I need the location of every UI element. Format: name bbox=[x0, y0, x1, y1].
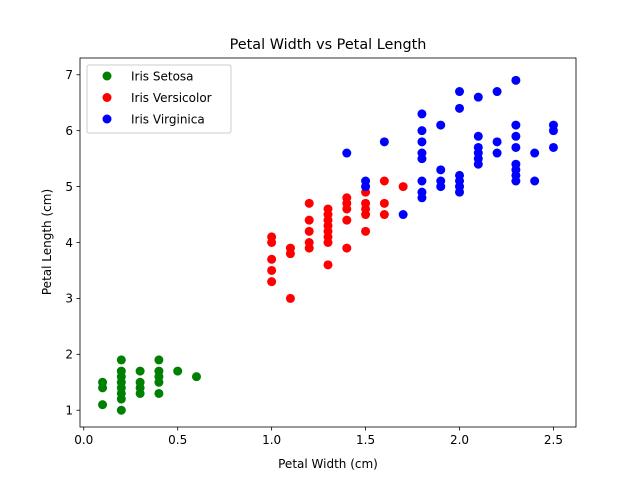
data-point bbox=[342, 243, 352, 253]
data-point bbox=[436, 120, 446, 130]
data-point bbox=[417, 187, 427, 197]
series-iris-versicolor bbox=[267, 176, 408, 303]
data-point bbox=[304, 238, 314, 247]
data-point bbox=[417, 137, 427, 147]
data-point bbox=[379, 210, 389, 220]
data-point bbox=[361, 176, 371, 186]
x-ticks: 0.0 0.5 1.0 1.5 2.0 2.5 bbox=[74, 427, 563, 447]
y-axis-label: Petal Length (cm) bbox=[40, 189, 54, 295]
data-point bbox=[154, 388, 164, 398]
data-point bbox=[473, 92, 483, 102]
data-point bbox=[398, 182, 408, 192]
data-point bbox=[417, 126, 427, 136]
data-point bbox=[98, 377, 108, 387]
points-layer bbox=[98, 75, 558, 415]
data-point bbox=[455, 170, 465, 180]
data-point bbox=[436, 176, 446, 186]
data-point bbox=[417, 176, 427, 186]
y-tick-label: 3 bbox=[65, 292, 73, 306]
series-iris-setosa bbox=[98, 355, 201, 415]
data-point bbox=[492, 87, 502, 97]
data-point bbox=[511, 75, 521, 85]
data-point bbox=[473, 142, 483, 152]
y-tick-label: 1 bbox=[65, 404, 73, 418]
data-point bbox=[173, 366, 183, 376]
x-tick-label: 0.5 bbox=[168, 433, 187, 447]
data-point bbox=[530, 148, 540, 158]
data-point bbox=[191, 372, 201, 382]
legend: Iris Setosa Iris Versicolor Iris Virginica bbox=[86, 64, 232, 134]
data-point bbox=[304, 198, 314, 208]
data-point bbox=[304, 226, 314, 236]
y-tick-label: 7 bbox=[65, 68, 73, 82]
y-tick-label: 4 bbox=[65, 236, 73, 250]
x-tick-label: 0.0 bbox=[74, 433, 93, 447]
data-point bbox=[267, 277, 277, 287]
data-point bbox=[267, 232, 277, 242]
y-tick-label: 5 bbox=[65, 180, 73, 194]
data-point bbox=[379, 198, 389, 208]
data-point bbox=[511, 159, 521, 169]
data-point bbox=[267, 265, 277, 275]
data-point bbox=[154, 366, 164, 376]
legend-label: Iris Virginica bbox=[131, 112, 205, 126]
data-point bbox=[361, 226, 371, 236]
data-point bbox=[154, 355, 164, 365]
x-tick-label: 1.0 bbox=[262, 433, 281, 447]
data-point bbox=[436, 165, 446, 175]
data-point bbox=[98, 400, 108, 410]
data-point bbox=[267, 254, 277, 264]
legend-marker bbox=[102, 71, 112, 81]
legend-box bbox=[86, 64, 232, 134]
data-point bbox=[361, 198, 371, 208]
legend-label: Iris Versicolor bbox=[131, 91, 212, 105]
data-point bbox=[548, 142, 558, 152]
data-point bbox=[492, 148, 502, 158]
y-ticks: 1 2 3 4 5 6 7 bbox=[65, 68, 80, 418]
data-point bbox=[135, 366, 145, 376]
data-point bbox=[323, 204, 333, 214]
data-point bbox=[116, 405, 126, 415]
data-point bbox=[417, 148, 427, 158]
series-iris-virginica bbox=[342, 75, 558, 220]
legend-marker bbox=[102, 93, 112, 102]
data-point bbox=[511, 120, 521, 130]
data-point bbox=[417, 109, 427, 119]
data-point bbox=[323, 260, 333, 270]
data-point bbox=[135, 377, 145, 387]
data-point bbox=[511, 131, 521, 141]
chart-title: Petal Width vs Petal Length bbox=[230, 37, 427, 53]
data-point bbox=[342, 193, 352, 203]
data-point bbox=[116, 366, 126, 376]
data-point bbox=[455, 87, 465, 97]
x-tick-label: 2.0 bbox=[450, 433, 469, 447]
data-point bbox=[398, 210, 408, 220]
data-point bbox=[379, 176, 389, 186]
data-point bbox=[492, 137, 502, 147]
y-tick-label: 2 bbox=[65, 348, 73, 362]
x-tick-label: 2.5 bbox=[544, 433, 563, 447]
x-axis-label: Petal Width (cm) bbox=[278, 457, 378, 471]
x-tick-label: 1.5 bbox=[356, 433, 375, 447]
data-point bbox=[455, 103, 465, 113]
data-point bbox=[116, 355, 126, 365]
data-point bbox=[379, 137, 389, 147]
legend-marker bbox=[102, 114, 112, 124]
data-point bbox=[285, 293, 295, 303]
data-point bbox=[342, 148, 352, 158]
data-point bbox=[304, 215, 314, 225]
data-point bbox=[530, 176, 540, 186]
y-tick-label: 6 bbox=[65, 124, 73, 138]
data-point bbox=[285, 243, 295, 253]
legend-label: Iris Setosa bbox=[131, 69, 194, 83]
data-point bbox=[548, 120, 558, 130]
data-point bbox=[511, 142, 521, 152]
data-point bbox=[342, 215, 352, 225]
data-point bbox=[473, 131, 483, 141]
